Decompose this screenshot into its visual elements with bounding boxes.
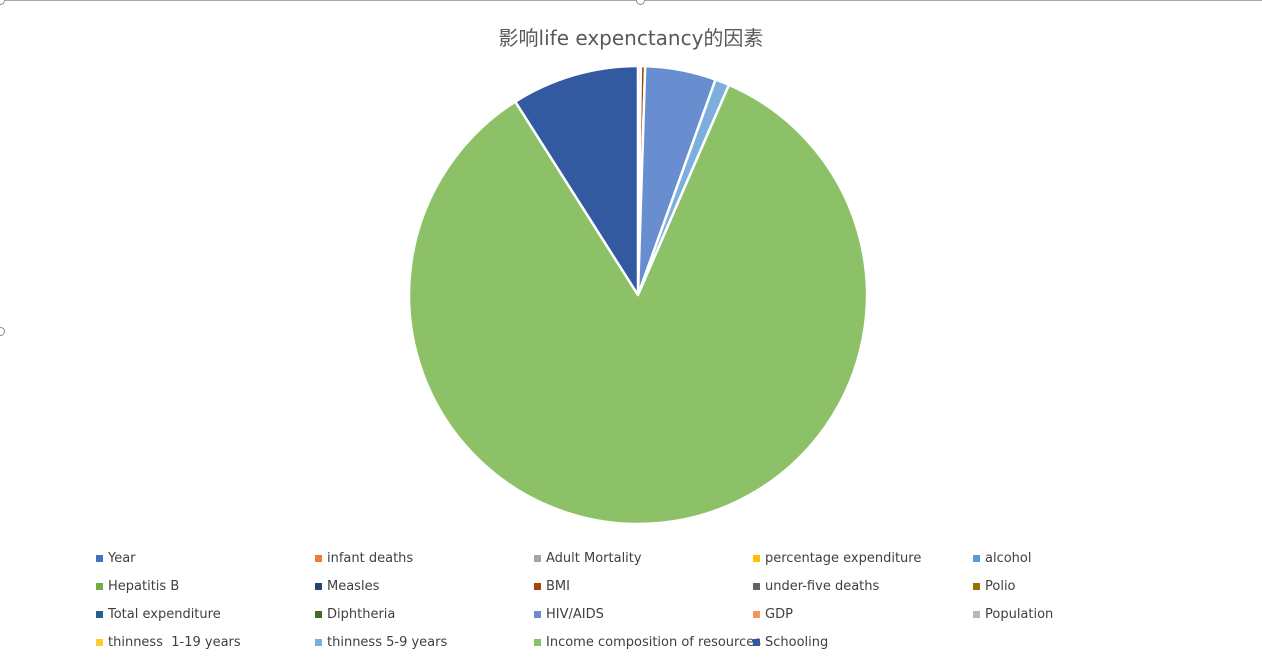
legend-swatch xyxy=(973,555,980,562)
legend-item[interactable]: BMI xyxy=(534,576,570,596)
legend-swatch xyxy=(973,583,980,590)
legend-swatch xyxy=(96,639,103,646)
legend-label: Hepatitis B xyxy=(108,579,179,594)
legend-item[interactable]: Diphtheria xyxy=(315,604,395,624)
legend-item[interactable]: Adult Mortality xyxy=(534,548,642,568)
legend-item[interactable]: Total expenditure xyxy=(96,604,221,624)
legend-item[interactable]: HIV/AIDS xyxy=(534,604,604,624)
legend-item[interactable]: Measles xyxy=(315,576,379,596)
legend-swatch xyxy=(753,555,760,562)
legend-label: GDP xyxy=(765,607,793,622)
legend-item[interactable]: Year xyxy=(96,548,136,568)
legend-swatch xyxy=(315,611,322,618)
legend-label: alcohol xyxy=(985,551,1031,566)
legend-label: Income composition of resources xyxy=(546,635,761,650)
legend-label: Polio xyxy=(985,579,1016,594)
legend-item[interactable]: thinness 5-9 years xyxy=(315,632,447,652)
legend-label: BMI xyxy=(546,579,570,594)
legend-label: Adult Mortality xyxy=(546,551,642,566)
legend-swatch xyxy=(973,611,980,618)
legend-item[interactable]: Population xyxy=(973,604,1053,624)
legend-label: Measles xyxy=(327,579,379,594)
legend-label: HIV/AIDS xyxy=(546,607,604,622)
legend-swatch xyxy=(753,611,760,618)
legend-item[interactable]: Schooling xyxy=(753,632,828,652)
legend-label: thinness 5-9 years xyxy=(327,635,447,650)
legend-swatch xyxy=(753,639,760,646)
legend-item[interactable]: percentage expenditure xyxy=(753,548,921,568)
legend-label: thinness 1-19 years xyxy=(108,635,241,650)
legend-swatch xyxy=(315,639,322,646)
legend-swatch xyxy=(315,583,322,590)
legend-item[interactable]: infant deaths xyxy=(315,548,413,568)
legend-swatch xyxy=(315,555,322,562)
legend-label: Population xyxy=(985,607,1053,622)
legend-label: percentage expenditure xyxy=(765,551,921,566)
legend-item[interactable]: alcohol xyxy=(973,548,1031,568)
legend-swatch xyxy=(753,583,760,590)
legend-swatch xyxy=(96,555,103,562)
legend-swatch xyxy=(96,611,103,618)
legend-label: Diphtheria xyxy=(327,607,395,622)
legend-label: Total expenditure xyxy=(108,607,221,622)
legend-item[interactable]: Hepatitis B xyxy=(96,576,179,596)
legend-item[interactable]: thinness 1-19 years xyxy=(96,632,241,652)
legend-item[interactable]: Income composition of resources xyxy=(534,632,761,652)
legend-label: infant deaths xyxy=(327,551,413,566)
legend-label: Schooling xyxy=(765,635,828,650)
legend-label: Year xyxy=(108,551,136,566)
legend-swatch xyxy=(534,583,541,590)
legend-label: under-five deaths xyxy=(765,579,879,594)
legend-item[interactable]: Polio xyxy=(973,576,1016,596)
legend-swatch xyxy=(534,611,541,618)
legend-item[interactable]: GDP xyxy=(753,604,793,624)
legend-swatch xyxy=(96,583,103,590)
legend-swatch xyxy=(534,639,541,646)
legend-swatch xyxy=(534,555,541,562)
legend-item[interactable]: under-five deaths xyxy=(753,576,879,596)
